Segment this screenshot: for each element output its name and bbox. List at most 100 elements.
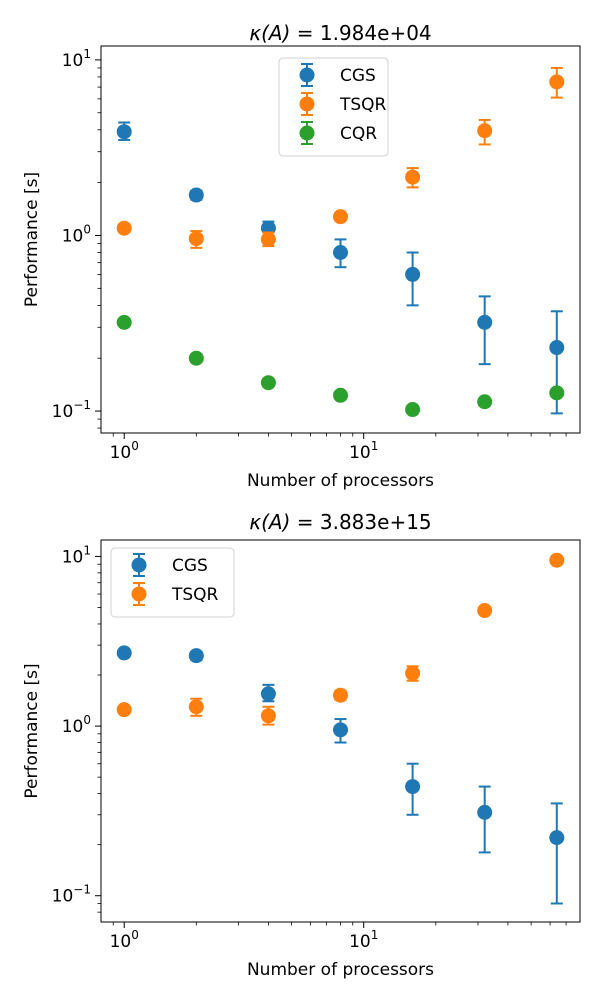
x-tick-exp: 1 — [371, 928, 379, 942]
x-tick-exp: 0 — [131, 928, 139, 942]
data-point — [116, 314, 132, 330]
y-tick-label: 10−1 — [52, 883, 91, 907]
y-tick-label: 10−1 — [52, 398, 91, 422]
data-point — [333, 209, 348, 225]
y-tick-exp: 0 — [83, 222, 91, 236]
y-tick-base: 10 — [52, 887, 74, 907]
legend-item-tsqr: TSQR — [131, 582, 219, 606]
x-tick-base: 10 — [110, 932, 132, 952]
y-tick-label: 100 — [62, 713, 91, 737]
legend-marker — [299, 67, 315, 83]
y-tick-exp: −1 — [73, 883, 91, 897]
data-point — [405, 402, 421, 418]
data-point — [549, 830, 565, 846]
data-point — [188, 648, 204, 664]
data-point — [549, 74, 565, 90]
legend-label: CGS — [340, 66, 376, 86]
data-point — [549, 385, 565, 401]
data-point — [188, 231, 204, 247]
y-tick-exp: 0 — [83, 713, 91, 727]
y-tick-base: 10 — [52, 402, 74, 422]
data-point — [549, 552, 565, 568]
data-point — [477, 603, 493, 619]
y-axis-label: Performance [s] — [22, 663, 42, 798]
legend-item-cgs: CGS — [299, 63, 376, 87]
data-point — [188, 187, 204, 203]
legend-label: CQR — [340, 124, 377, 144]
data-point — [333, 387, 348, 403]
series-tsqr — [116, 66, 565, 249]
data-point — [477, 394, 493, 410]
data-point — [116, 220, 132, 236]
legend-marker — [131, 557, 147, 573]
legend: CGS TSQR — [110, 547, 235, 618]
x-axis-label: Number of processors — [247, 960, 434, 980]
data-point — [477, 123, 493, 139]
legend-label: CGS — [172, 556, 208, 576]
y-tick-base: 10 — [62, 51, 84, 71]
data-point — [333, 722, 348, 738]
x-tick-base: 10 — [349, 443, 371, 463]
legend-item-cqr: CQR — [299, 121, 377, 145]
y-tick-exp: 1 — [83, 543, 91, 557]
legend-label: TSQR — [339, 95, 387, 115]
y-tick-base: 10 — [62, 547, 84, 567]
x-tick-label: 100 — [110, 928, 139, 952]
data-point — [405, 169, 421, 185]
series-cgs — [116, 645, 565, 905]
x-tick-exp: 0 — [131, 439, 139, 453]
legend-item-tsqr: TSQR — [299, 92, 387, 116]
y-tick-label: 100 — [62, 222, 91, 246]
x-tick-label: 100 — [110, 439, 139, 463]
chart-title: κ(A) = 1.984e+04 — [249, 21, 431, 45]
data-point — [116, 702, 132, 718]
data-point — [188, 350, 204, 366]
data-point — [333, 244, 348, 260]
title-kappa: κ(A) — [249, 21, 290, 45]
data-point — [333, 687, 348, 703]
x-tick-label: 101 — [349, 928, 378, 952]
data-point — [405, 779, 421, 795]
data-point — [549, 340, 565, 356]
legend-label: TSQR — [171, 585, 219, 605]
y-tick-label: 101 — [62, 543, 91, 567]
data-point — [116, 645, 132, 661]
data-point — [405, 266, 421, 282]
data-point — [260, 375, 276, 391]
x-tick-base: 10 — [349, 932, 371, 952]
plot-frame — [100, 539, 581, 923]
x-axis-label: Number of processors — [247, 471, 434, 491]
data-point — [116, 124, 132, 140]
y-tick-exp: −1 — [73, 398, 91, 412]
title-value: = 1.984e+04 — [290, 21, 431, 45]
plot-frame — [100, 45, 581, 434]
y-tick-base: 10 — [62, 226, 84, 246]
data-point — [188, 699, 204, 715]
data-point — [405, 665, 421, 681]
y-axis-label: Performance [s] — [22, 172, 42, 307]
legend-item-cgs: CGS — [131, 553, 208, 577]
title-value: = 3.883e+15 — [290, 510, 431, 534]
legend-marker — [299, 125, 315, 141]
data-point — [260, 708, 276, 724]
y-tick-exp: 1 — [83, 47, 91, 61]
data-point — [260, 231, 276, 247]
legend: CGS TSQR CQR — [278, 57, 389, 157]
title-kappa: κ(A) — [249, 510, 290, 534]
series-tsqr — [116, 552, 565, 726]
series-cqr — [116, 314, 565, 418]
data-point — [477, 314, 493, 330]
x-tick-base: 10 — [110, 443, 132, 463]
minor-ticks — [97, 67, 567, 437]
x-tick-label: 101 — [349, 439, 378, 463]
data-point — [477, 804, 493, 820]
data-point — [260, 686, 276, 702]
y-tick-base: 10 — [62, 717, 84, 737]
minor-ticks — [97, 563, 567, 926]
x-tick-exp: 1 — [371, 439, 379, 453]
legend-marker — [299, 96, 315, 112]
y-tick-label: 101 — [62, 47, 91, 71]
